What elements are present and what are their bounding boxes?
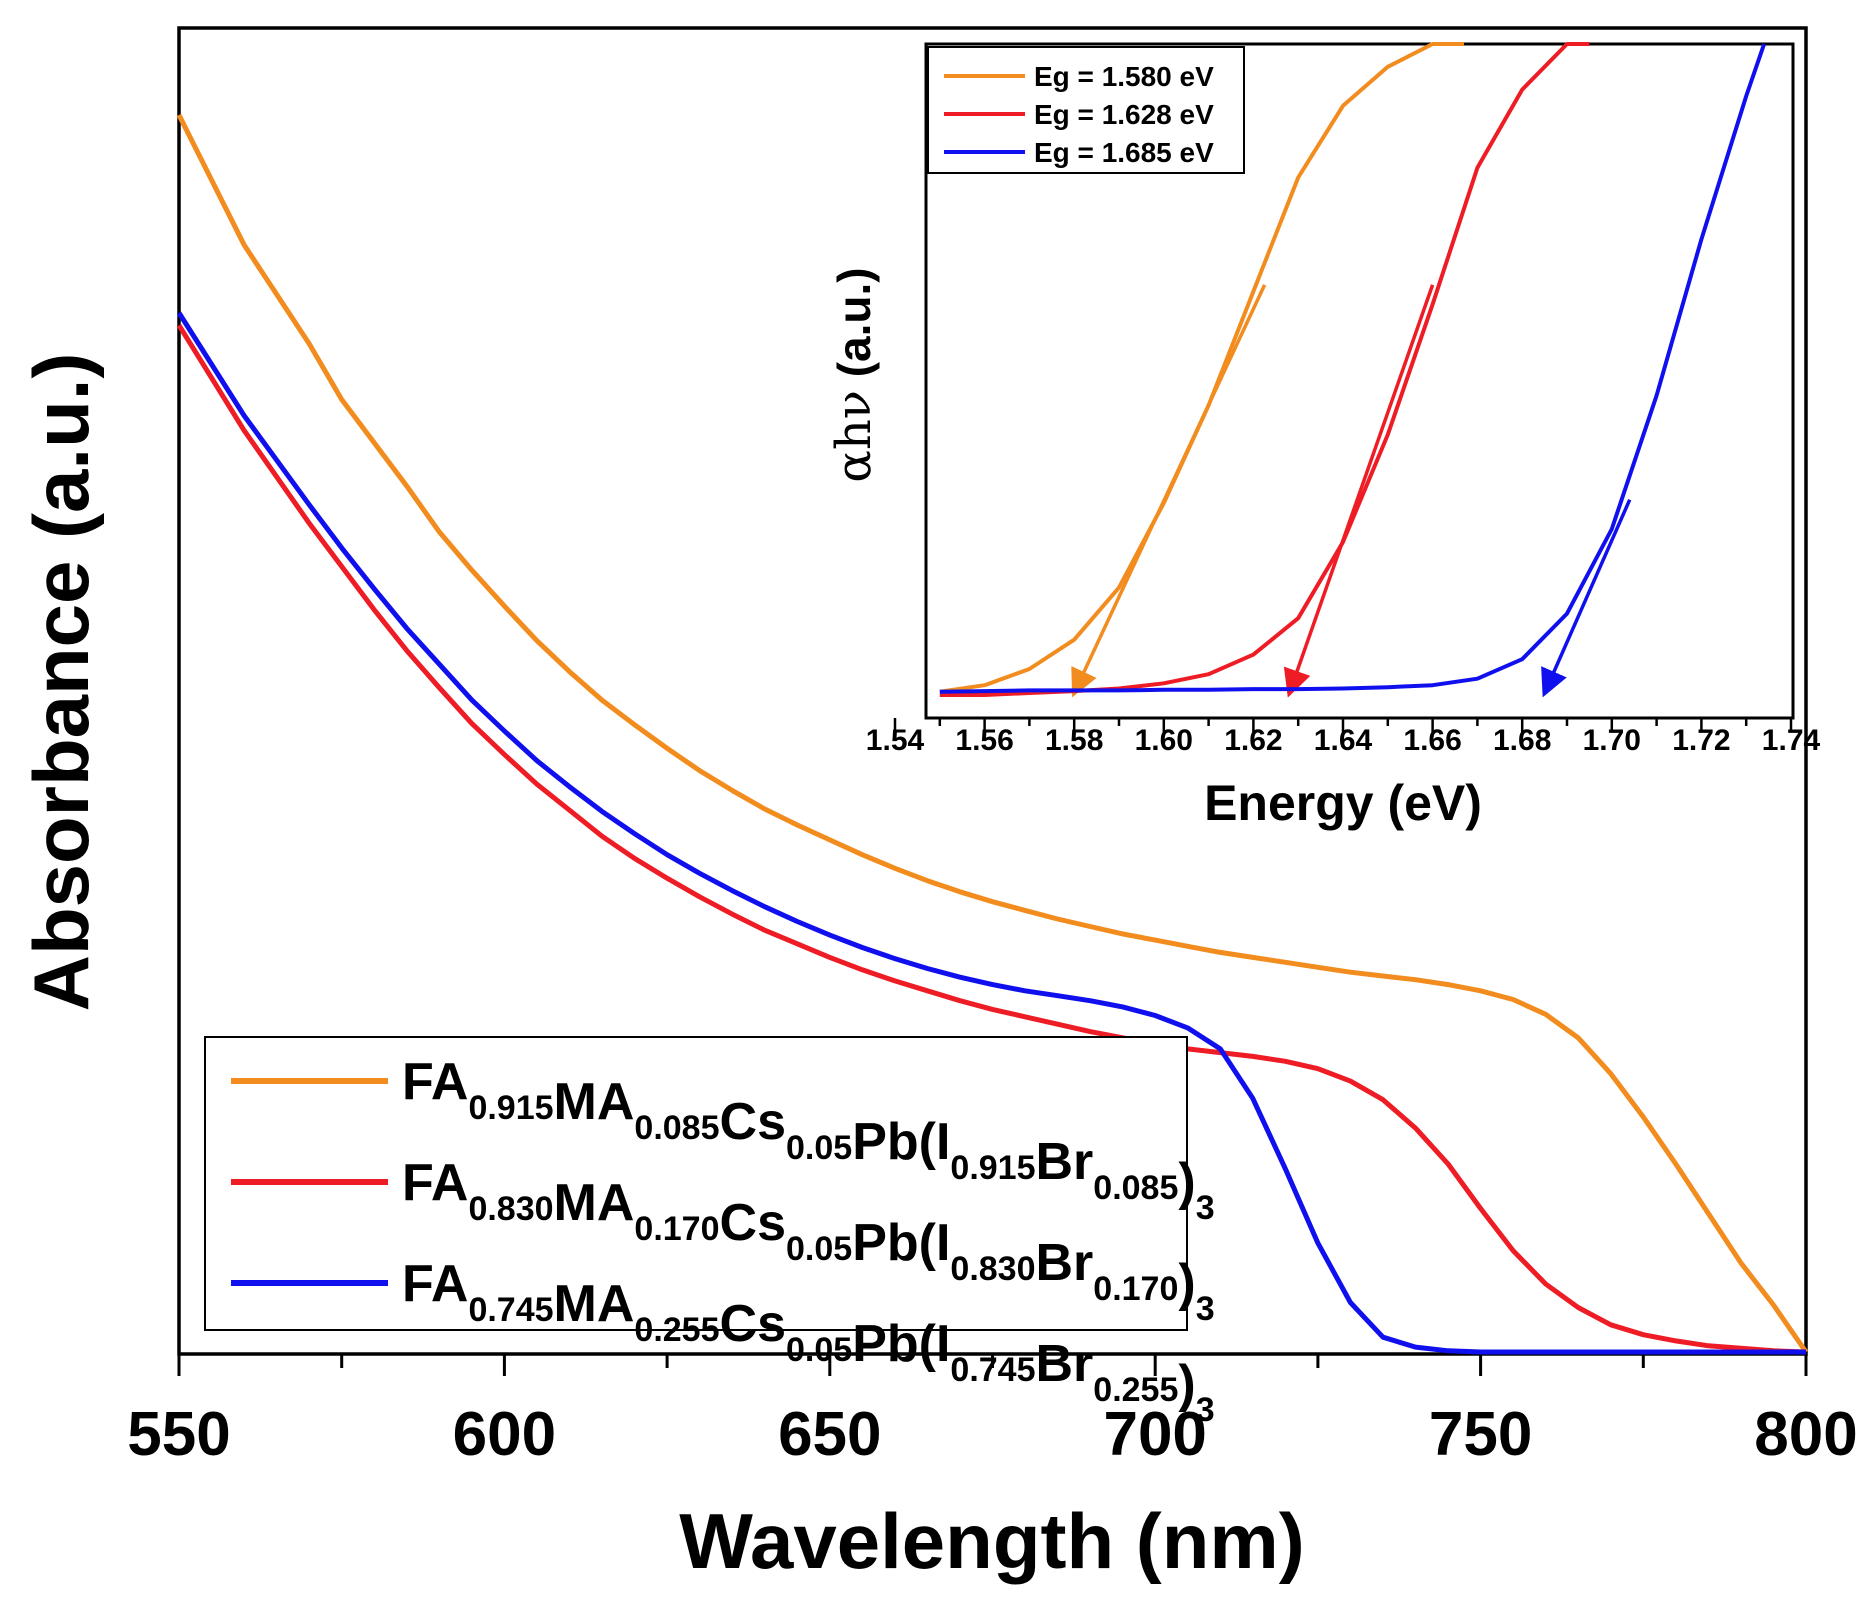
main-series-lines: [176, 113, 1809, 1355]
main-series-line-2: [176, 311, 1806, 1355]
inset-y-axis-symbol: αhν: [826, 390, 882, 483]
main-x-tick-label: 700: [1103, 1400, 1206, 1469]
inset-x-tick-label: 1.72: [1672, 724, 1730, 757]
main-x-tick-label: 650: [778, 1400, 881, 1469]
inset-legend-label: Eg = 1.685 eV: [1034, 137, 1214, 168]
inset-x-tick-label: 1.74: [1762, 724, 1821, 757]
inset-x-tick-label: 1.64: [1314, 724, 1373, 757]
inset-x-tick-label: 1.60: [1135, 724, 1193, 757]
main-series-line-1: [176, 323, 1807, 1355]
main-x-ticks: 550 600 650 700 750 800: [127, 1354, 1858, 1469]
main-legend-label: FA0.915MA0.085Cs0.05Pb(I0.915Br0.085)3: [402, 1053, 1215, 1227]
inset-x-tick-label: 1.62: [1224, 724, 1282, 757]
main-legend-label: FA0.830MA0.170Cs0.05Pb(I0.830Br0.170)3: [402, 1154, 1215, 1328]
inset-fit-arrow-1: [1283, 284, 1435, 698]
inset-legend-label: Eg = 1.580 eV: [1034, 61, 1214, 92]
inset-fit-arrow-2: [1541, 498, 1632, 698]
main-x-axis-title: Wavelength (nm): [679, 1497, 1304, 1585]
inset-series-line-2: [939, 43, 1766, 694]
main-series-line-0: [176, 113, 1809, 1354]
inset-fit-arrow-0: [1071, 284, 1267, 698]
main-x-tick-label: 750: [1429, 1400, 1532, 1469]
inset-x-tick-label: 1.56: [955, 724, 1013, 757]
inset-x-axis-title: Energy (eV): [1204, 775, 1482, 831]
main-legend-label: FA0.745MA0.255Cs0.05Pb(I0.745Br0.255)3: [402, 1255, 1215, 1429]
inset-chart: 1.54 1.56 1.58 1.60 1.62 1.64 1.66 1.68 1.70 1.72…: [826, 42, 1821, 831]
inset-x-tick-label: 1.66: [1403, 724, 1461, 757]
inset-x-tick-label: 1.54: [866, 724, 925, 757]
main-x-tick-label: 600: [453, 1400, 556, 1469]
main-x-tick-label: 800: [1754, 1400, 1857, 1469]
inset-x-tick-label: 1.68: [1493, 724, 1551, 757]
inset-y-axis-unit: (a.u.): [828, 267, 880, 390]
inset-x-tick-label: 1.58: [1045, 724, 1103, 757]
inset-y-axis-title: αhν (a.u.): [826, 267, 882, 482]
main-x-tick-label: 550: [127, 1400, 230, 1469]
inset-x-ticks: 1.54 1.56 1.58 1.60 1.62 1.64 1.66 1.68 1.70 1.72…: [866, 718, 1821, 757]
main-legend: FA0.915MA0.085Cs0.05Pb(I0.915Br0.085)3FA…: [204, 1036, 1215, 1429]
main-y-axis-title: Absorbance (a.u.): [17, 353, 105, 1012]
inset-legend-label: Eg = 1.628 eV: [1034, 99, 1214, 130]
svg-text:αhν (a.u.): αhν (a.u.): [826, 267, 882, 482]
inset-x-tick-label: 1.70: [1583, 724, 1641, 757]
inset-series-lines: [939, 42, 1766, 698]
inset-legend: Eg = 1.580 eV Eg = 1.628 eV Eg = 1.685 eV: [927, 46, 1245, 174]
